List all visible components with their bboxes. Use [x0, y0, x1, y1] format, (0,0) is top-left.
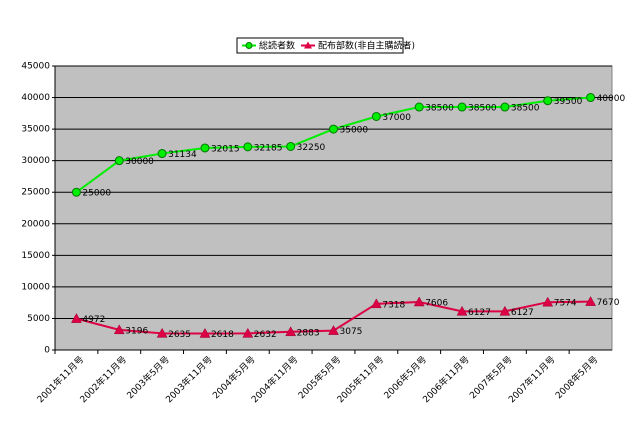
x-tick-label: 2008年5月号 [553, 353, 601, 401]
data-label: 2883 [297, 328, 320, 338]
y-tick-label: 5000 [27, 314, 50, 324]
data-label: 38500 [511, 104, 540, 114]
data-label: 30000 [125, 157, 154, 167]
data-label: 3075 [340, 327, 363, 337]
x-tick-label: 2006年5月号 [381, 353, 429, 401]
data-label: 7670 [597, 298, 620, 308]
point [113, 324, 125, 335]
y-tick-label: 30000 [21, 156, 50, 166]
point [500, 102, 510, 112]
data-label: 32015 [211, 144, 240, 154]
data-label: 6127 [468, 308, 491, 318]
y-tick-label: 15000 [21, 251, 50, 261]
y-tick-label: 35000 [21, 125, 50, 135]
point [156, 327, 168, 338]
point [157, 149, 167, 159]
data-label: 25000 [82, 189, 111, 199]
plot-area [54, 65, 613, 351]
data-label: 37000 [382, 113, 411, 123]
data-label: 38500 [425, 104, 454, 114]
legend-marker [304, 41, 313, 49]
point [199, 327, 211, 338]
point [70, 313, 82, 323]
data-label: 7318 [382, 300, 405, 310]
point [243, 142, 253, 152]
data-label: 31134 [168, 150, 197, 160]
data-label: 2618 [211, 330, 234, 340]
legend-marker [245, 42, 253, 49]
data-label: 32250 [297, 143, 326, 153]
point [286, 141, 296, 151]
data-label: 35000 [340, 126, 369, 136]
data-label: 7574 [554, 299, 577, 309]
point [456, 305, 468, 316]
data-label: 38500 [468, 104, 497, 114]
point [543, 96, 553, 106]
legend-label: 配布部数(非自主購読者) [318, 40, 415, 52]
point [542, 296, 554, 307]
x-tick-label: 2003年5月号 [124, 353, 172, 401]
y-tick-label: 45000 [21, 62, 50, 72]
point [586, 93, 596, 103]
point [371, 111, 381, 121]
y-tick-label: 25000 [21, 188, 50, 198]
point [457, 102, 467, 112]
point [285, 326, 297, 337]
y-tick-label: 40000 [21, 93, 50, 103]
data-label: 2635 [168, 330, 191, 340]
point [413, 296, 425, 307]
point [499, 305, 511, 316]
point [585, 296, 597, 306]
point [114, 156, 124, 166]
data-label: 39500 [554, 97, 583, 107]
point [329, 124, 338, 134]
y-tick-label: 10000 [21, 282, 50, 292]
point [414, 102, 424, 112]
legend: 総読者数 配布部数(非自主購読者) [236, 37, 415, 54]
x-tick-label: 2004年5月号 [210, 353, 258, 401]
data-label: 7606 [425, 298, 448, 308]
point [242, 327, 254, 338]
y-tick-label: 20000 [21, 219, 50, 229]
legend-label: 総読者数 [259, 40, 295, 52]
data-label: 40000 [597, 94, 626, 104]
legend-box [236, 37, 404, 54]
x-tick-label: 2007年5月号 [467, 353, 515, 401]
data-label: 6127 [511, 308, 534, 318]
data-label: 2632 [254, 330, 277, 340]
point [71, 187, 81, 197]
point [328, 325, 339, 335]
data-label: 4972 [82, 315, 105, 325]
point [370, 298, 382, 309]
data-label: 32185 [254, 143, 283, 153]
y-tick-label: 0 [44, 346, 50, 356]
point [200, 143, 210, 153]
data-label: 3196 [125, 326, 148, 336]
x-tick-label: 2005年5月号 [296, 353, 344, 401]
